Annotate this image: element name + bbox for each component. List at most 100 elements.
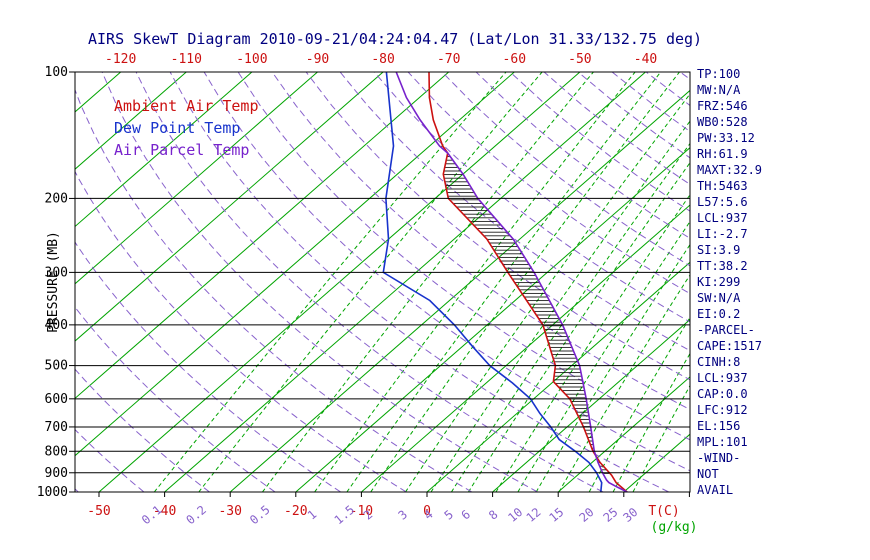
mixing-ratio-label: 12 [524, 505, 544, 525]
top-temp-label: -100 [236, 52, 267, 67]
mixing-ratio-label: 15 [546, 505, 566, 525]
pressure-tick-label: 500 [45, 359, 68, 374]
mixing-ratio-label: 6 [459, 507, 474, 522]
mixing-ratio-line [450, 142, 690, 492]
legend-ambient-air-temp: Ambient Air Temp [114, 97, 259, 115]
dry-adiabat-line [75, 170, 407, 492]
stats-line: LCL:937 [697, 211, 748, 225]
top-temp-label: -70 [437, 52, 460, 67]
curve-dew-point-temp [382, 72, 603, 492]
mixing-unit-label: (g/kg) [651, 520, 698, 535]
mixing-ratio-line [346, 72, 662, 492]
stats-line: MAXT:32.9 [697, 163, 763, 177]
stats-line: AVAIL [697, 483, 734, 497]
pressure-tick-label: 1000 [37, 485, 68, 500]
pressure-tick-label: 800 [45, 444, 68, 459]
stats-line: CAPE:1517 [697, 339, 763, 353]
isotherm-line [75, 72, 187, 170]
top-temp-label: -120 [105, 52, 136, 67]
pressure-tick-label: 900 [45, 466, 68, 481]
plot-area [75, 72, 690, 492]
dry-adiabat-line [169, 72, 669, 492]
stats-line: NOT [697, 467, 719, 481]
dry-adiabat-line [75, 88, 473, 492]
mixing-ratio-label: 1 [305, 507, 320, 522]
mixing-ratio-line [153, 72, 507, 492]
mixing-ratio-label: 3 [396, 507, 411, 522]
mixing-ratio-line [370, 72, 680, 492]
mixing-ratio-label: 2 [361, 507, 376, 522]
dry-adiabat-line [75, 306, 276, 492]
temp-unit-label: T(C) [648, 504, 679, 519]
stats-line: PW:33.12 [697, 131, 755, 145]
isotherm-line [75, 72, 450, 400]
stats-line: TH:5463 [697, 179, 748, 193]
pressure-tick-label: 700 [45, 420, 68, 435]
stats-line: -PARCEL- [697, 323, 755, 337]
dry-adiabat-line [271, 72, 690, 411]
stats-line: LI:-2.7 [697, 227, 748, 241]
stats-line: WB0:528 [697, 115, 748, 129]
mixing-ratio-label: 10 [505, 505, 525, 525]
stats-line: SW:N/A [697, 291, 741, 305]
mixing-ratio-label: 4 [421, 507, 436, 522]
isotherm-line [492, 318, 690, 492]
isotherm-line [75, 72, 384, 342]
stats-line: RH:61.9 [697, 147, 748, 161]
bottom-temp-label: -50 [87, 504, 110, 519]
dry-adiabat-line [237, 72, 690, 441]
stats-line: EL:156 [697, 419, 741, 433]
top-temp-label: -80 [371, 52, 394, 67]
stats-line: SI:3.9 [697, 243, 741, 257]
bottom-temp-label: 0 [423, 504, 431, 519]
mixing-ratio-label: 8 [486, 507, 501, 522]
dry-adiabat-line [101, 72, 538, 492]
bottom-temp-label: -20 [284, 504, 307, 519]
top-temp-label: -40 [634, 52, 657, 67]
pressure-tick-label: 100 [45, 65, 68, 80]
mixing-ratio-label: 30 [620, 505, 640, 525]
stats-line: FRZ:546 [697, 99, 748, 113]
pressure-tick-label: 300 [45, 265, 68, 280]
legend-air-parcel-temp: Air Parcel Temp [114, 141, 250, 159]
bottom-temp-label: -30 [218, 504, 241, 519]
top-temp-label: -60 [503, 52, 526, 67]
cape-hatch-area [443, 153, 612, 476]
dry-adiabat-line [135, 72, 604, 492]
stats-line: TP:100 [697, 67, 741, 81]
dry-adiabat-line [407, 72, 690, 295]
stats-line: LCL:937 [697, 371, 748, 385]
stats-line: MW:N/A [697, 83, 741, 97]
mixing-ratio-label: 25 [601, 505, 621, 525]
stats-line: -WIND- [697, 451, 741, 465]
dry-adiabat-line [203, 72, 690, 472]
mixing-ratio-line [517, 220, 690, 492]
mixing-ratio-line [467, 161, 690, 492]
dry-adiabat-line [75, 428, 145, 492]
mixing-ratio-label: 20 [577, 505, 597, 525]
mixing-ratio-label: 0.5 [247, 503, 273, 528]
top-temp-label: -50 [568, 52, 591, 67]
mixing-ratio-line [535, 243, 690, 492]
isotherm-line [557, 376, 690, 492]
stats-line: TT:38.2 [697, 259, 748, 273]
isotherm-line [75, 72, 318, 285]
plot-border [74, 71, 691, 493]
bottom-temp-label: -10 [350, 504, 373, 519]
pressure-axis-label: PRESSURE (MB) [46, 231, 61, 333]
pressure-tick-label: 400 [45, 318, 68, 333]
stats-line: LFC:912 [697, 403, 748, 417]
stats-line: L57:5.6 [697, 195, 748, 209]
mixing-ratio-line [558, 274, 690, 492]
mixing-ratio-label: 5 [442, 507, 457, 522]
top-temp-label: -110 [171, 52, 202, 67]
mixing-ratio-line [262, 72, 594, 492]
top-temp-label: -90 [306, 52, 329, 67]
mixing-ratio-line [430, 120, 690, 492]
dry-adiabat-line [373, 72, 690, 323]
stats-line: MPL:101 [697, 435, 748, 449]
isotherm-line [426, 261, 690, 492]
stats-line: CAP:0.0 [697, 387, 748, 401]
stats-panel: TP:100 MW:N/A FRZ:546 WB0:528 PW:33.12 RH:61.… [697, 66, 867, 498]
